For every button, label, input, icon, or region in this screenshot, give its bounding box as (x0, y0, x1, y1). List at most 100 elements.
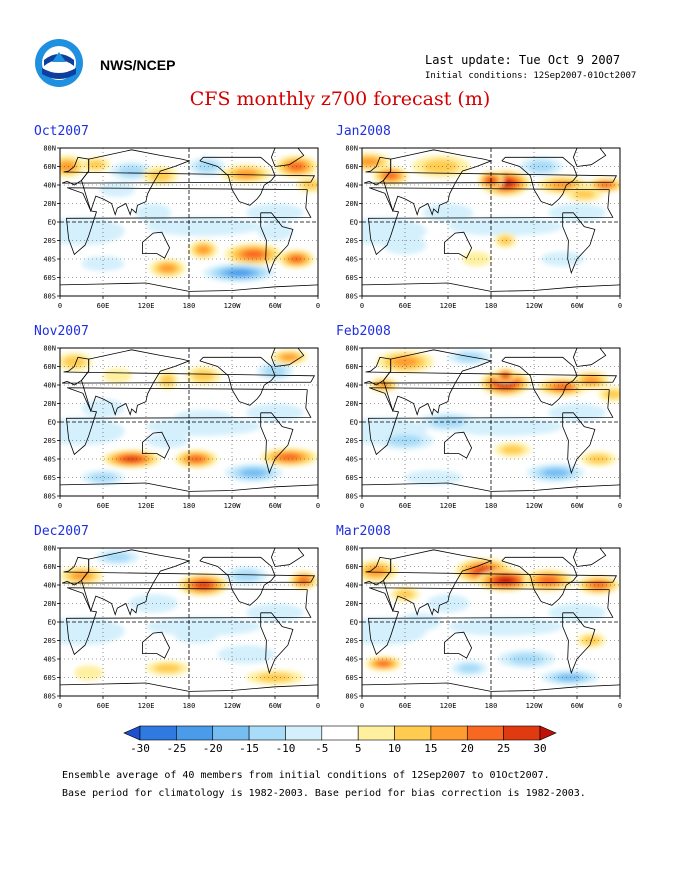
coastline (142, 631, 171, 659)
anomaly-contour (128, 594, 179, 613)
lon-tick-label: 120W (526, 502, 544, 510)
coastline (142, 231, 171, 259)
anomaly-contour (160, 374, 175, 387)
lat-tick-label: EQ (48, 619, 56, 627)
anomaly-contour (302, 180, 318, 190)
anomaly-contour (159, 264, 176, 273)
lon-tick-label: 0 (316, 502, 320, 510)
map-panel-dec2007: Dec2007 80N 60N 40N 20N EQ 20S 40S 60S 80S 0 60E 12… (34, 524, 324, 710)
anomaly-contour (60, 217, 125, 246)
anomaly-contour (71, 571, 92, 580)
anomaly-contour (557, 674, 583, 681)
anomaly-contour (458, 663, 481, 673)
lat-tick-label: 80N (345, 545, 358, 553)
lat-tick-label: 40S (345, 456, 358, 464)
lon-tick-label: 120W (526, 302, 544, 310)
lon-tick-label: 60E (97, 502, 110, 510)
last-update: Last update: Tue Oct 9 2007 (425, 53, 621, 67)
colorbar-bin (212, 725, 250, 741)
anomaly-field (60, 348, 318, 496)
lat-tick-label: 20S (345, 437, 358, 445)
lat-tick-label: 60S (43, 674, 56, 682)
lat-tick-label: 60N (345, 563, 358, 571)
lon-tick-label: 120E (138, 302, 155, 310)
anomaly-contour (502, 373, 509, 378)
anomaly-field (362, 548, 620, 696)
coastline (199, 156, 276, 206)
lat-tick-label: 60N (43, 363, 56, 371)
map-panel-oct2007: Oct2007 80N 60N 40N 20N EQ 20S 40S 60S 80S 0 60E 12… (34, 124, 324, 310)
anomaly-contour (81, 622, 125, 641)
anomaly-contour (281, 353, 298, 361)
lat-tick-label: EQ (350, 219, 358, 227)
colorbar-bin (357, 725, 395, 741)
lon-tick-label: 60W (269, 702, 282, 710)
anomaly-contour (196, 245, 210, 254)
anomaly-contour (405, 470, 463, 485)
coastline (270, 548, 305, 567)
initial-conditions: Initial conditions: 12Sep2007-01Oct2007 (425, 71, 637, 81)
lon-tick-label: 60E (97, 302, 110, 310)
anomaly-contour (99, 182, 136, 198)
colorbar-tick-label: 30 (533, 742, 546, 755)
lat-tick-label: 20S (43, 637, 56, 645)
coastline (81, 349, 191, 416)
panel-label: Dec2007 (34, 524, 89, 539)
colorbar-tick-label: -10 (276, 742, 296, 755)
panel-label: Mar2008 (336, 524, 391, 539)
lon-tick-label: 60W (571, 702, 584, 710)
coastline (368, 587, 614, 656)
anomaly-contour (527, 160, 555, 173)
lat-tick-label: 80S (345, 493, 358, 501)
lat-tick-label: EQ (350, 619, 358, 627)
colorbar-bin (394, 725, 432, 741)
lat-tick-label: 40S (43, 456, 56, 464)
coastline (572, 148, 607, 167)
lon-tick-label: 60E (399, 302, 412, 310)
panel-label: Jan2008 (336, 124, 391, 139)
map-panel-nov2007: Nov2007 80N 60N 40N 20N EQ 20S 40S 60S 80S 0 60E 12… (34, 324, 324, 510)
anomaly-contour (423, 159, 459, 174)
lat-tick-label: 40S (345, 256, 358, 264)
colorbar-tick-label: 15 (424, 742, 437, 755)
colorbar-bin (539, 725, 557, 741)
anomaly-contour (195, 160, 218, 173)
anomaly-contour (104, 552, 131, 562)
anomaly-contour (74, 665, 103, 681)
lat-tick-label: 60N (43, 563, 56, 571)
panel-label: Nov2007 (34, 324, 89, 339)
lat-tick-label: 60S (345, 474, 358, 482)
coastline (501, 156, 578, 206)
anomaly-contour (146, 433, 189, 448)
colorbar-legend: -30 -25 -20 -15 -10 -5 5 10 15 20 25 30 (123, 725, 557, 755)
anomaly-contour (362, 157, 379, 166)
colorbar-tick-label: -25 (166, 742, 186, 755)
lon-tick-label: 60W (571, 302, 584, 310)
lat-tick-label: 20N (345, 600, 358, 608)
footer-ensemble-note: Ensemble average of 40 members from init… (62, 770, 550, 781)
lat-tick-label: 60S (43, 474, 56, 482)
coastline (368, 187, 614, 256)
lat-tick-label: 80N (43, 345, 56, 353)
anomaly-contour (235, 169, 258, 179)
coastline (66, 187, 312, 256)
anomaly-contour (196, 581, 211, 589)
anomaly-contour (599, 182, 612, 188)
colorbar-bin (321, 725, 359, 741)
anomaly-contour (81, 256, 125, 272)
lon-tick-label: 120E (440, 702, 457, 710)
lat-tick-label: 20S (345, 237, 358, 245)
coastline (199, 556, 276, 606)
colorbar-tick-label: -30 (130, 742, 150, 755)
lon-tick-label: 60W (571, 502, 584, 510)
anomaly-contour (583, 376, 600, 385)
lat-tick-label: 40N (43, 582, 56, 590)
lat-tick-label: 20N (345, 400, 358, 408)
lon-tick-label: 180 (485, 302, 498, 310)
coastline (383, 149, 493, 216)
anomaly-contour (60, 417, 125, 446)
coastline (368, 387, 614, 456)
